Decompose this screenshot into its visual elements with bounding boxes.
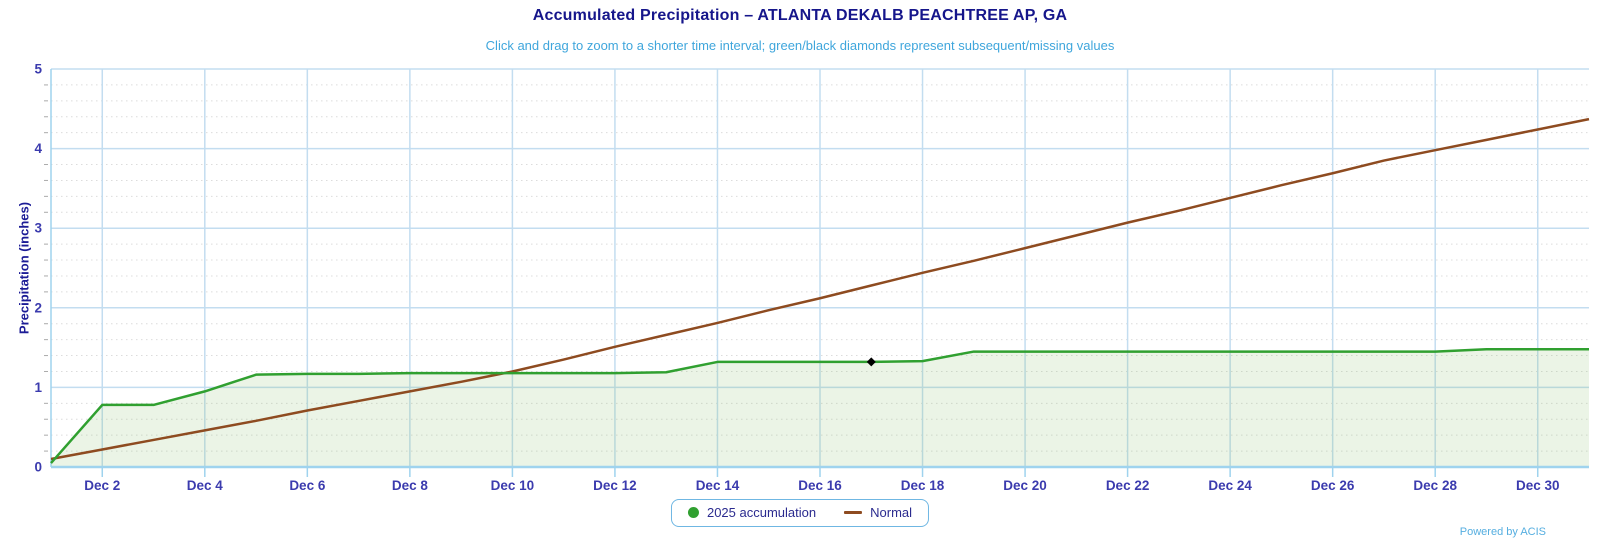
x-axis-label: Dec 30 <box>1516 478 1560 493</box>
x-axis-label: Dec 10 <box>491 478 535 493</box>
chart-title: Accumulated Precipitation – ATLANTA DEKA… <box>532 7 1068 24</box>
x-axis-label: Dec 16 <box>798 478 842 493</box>
chart-subtitle: Click and drag to zoom to a shorter time… <box>485 38 1115 53</box>
x-axis-label: Dec 8 <box>392 478 429 493</box>
legend-label: 2025 accumulation <box>706 505 817 520</box>
x-axis-label: Dec 24 <box>1208 478 1252 493</box>
x-axis-label: Dec 4 <box>187 478 224 493</box>
accumulation-line-series <box>50 347 1589 464</box>
legend-item-normal[interactable]: Normal <box>844 505 912 520</box>
normal-series-icon <box>844 511 863 514</box>
x-axis-label: Dec 6 <box>289 478 326 493</box>
x-axis-label: Dec 26 <box>1311 478 1355 493</box>
accumulation-series-icon <box>687 507 699 518</box>
x-axis-label: Dec 20 <box>1003 478 1047 493</box>
y-axis-label: 4 <box>34 141 42 156</box>
normal-line-series <box>50 117 1590 461</box>
x-axis-label: Dec 22 <box>1106 478 1150 493</box>
accumulation-area-fill <box>51 349 1589 467</box>
y-axis-label: 2 <box>34 300 42 315</box>
x-axis-label: Dec 28 <box>1413 478 1457 493</box>
missing-value-diamond-icon <box>866 357 876 367</box>
y-axis-label: 1 <box>34 380 42 395</box>
y-axis-label: 5 <box>34 62 42 77</box>
chart-legend: 2025 accumulation Normal <box>670 499 930 527</box>
x-axis-label: Dec 2 <box>84 478 120 493</box>
y-axis-label: 0 <box>34 460 42 475</box>
x-axis-label: Dec 18 <box>901 478 945 493</box>
x-axis-label: Dec 14 <box>696 478 740 493</box>
powered-by-acis-link[interactable]: Powered by ACIS <box>1459 526 1546 538</box>
plot-area[interactable] <box>51 69 1589 467</box>
legend-item-2025-accumulation[interactable]: 2025 accumulation <box>687 505 817 520</box>
x-axis-label: Dec 12 <box>593 478 637 493</box>
legend-label: Normal <box>870 505 913 520</box>
y-axis-label: 3 <box>34 221 42 236</box>
